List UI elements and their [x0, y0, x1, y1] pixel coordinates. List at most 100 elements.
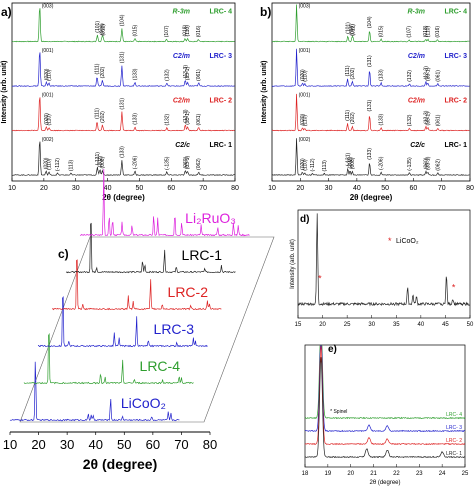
hkl-label: (020): [300, 158, 306, 170]
hkl-label: (110): [302, 115, 308, 127]
x-tick-label: 50: [136, 185, 144, 192]
hkl-label: (132): [407, 114, 413, 126]
hkl-label: (133): [119, 146, 125, 158]
hkl-label: (020): [300, 113, 306, 125]
hkl-label: (111): [95, 63, 101, 74]
hkl-label: (060): [183, 156, 189, 168]
hkl-label: (018): [423, 25, 429, 37]
waterfall-series-line: [23, 332, 194, 385]
x-tick-label: 20: [40, 185, 48, 192]
x-tick-label: 19: [325, 471, 332, 477]
space-group-label: R-3m: [407, 9, 425, 16]
waterfall-floor: [19, 236, 275, 423]
hkl-label: (202): [100, 111, 106, 123]
hkl-label: (110): [46, 114, 52, 126]
x-tick-label: 40: [418, 322, 425, 328]
series-line-lrc-4: [12, 8, 235, 43]
hkl-label: (111): [95, 108, 101, 119]
plot-frame: [297, 209, 471, 319]
waterfall-series-line: [9, 361, 180, 422]
plot-frame: [304, 344, 466, 468]
hkl-label: (001): [299, 48, 311, 54]
marker-star: *: [452, 283, 456, 293]
plot-frame: [11, 2, 236, 182]
hkl-label: (002): [42, 137, 54, 143]
x-tick-label: 50: [117, 437, 131, 452]
x-tick-label: 25: [462, 471, 469, 477]
hkl-label: (-112): [55, 158, 61, 171]
x-tick-label: 20: [296, 185, 304, 192]
hkl-label: (33-1): [185, 67, 191, 81]
hkl-label: (202): [350, 67, 356, 79]
hkl-label: (113): [68, 159, 74, 171]
hkl-label: (107): [407, 26, 413, 38]
annotation-spinel: * Spinel: [330, 409, 347, 415]
series-name-label: LRC- 3: [444, 53, 467, 60]
y-axis-label: Intensity (arb. unit): [290, 239, 296, 289]
x-tick-label: 30: [72, 185, 80, 192]
x-tick-label: 60: [410, 185, 418, 192]
hkl-label: (006): [100, 23, 106, 35]
series-name-label: LRC- 4: [209, 9, 232, 16]
hkl-label: (060): [423, 157, 429, 169]
series-line-lrc-1: [12, 141, 235, 176]
waterfall-series-line: [79, 168, 250, 237]
hkl-label: (13-3): [183, 109, 189, 123]
hkl-label: (-135): [407, 157, 413, 171]
waterfall-series-label: LRC-1: [182, 247, 223, 263]
panel-e-letter: e): [328, 344, 337, 355]
hkl-label: (110): [46, 158, 52, 170]
hkl-label: (061): [435, 70, 441, 82]
space-group-label: C2/c: [175, 142, 190, 149]
hkl-label: (016): [196, 25, 202, 37]
hkl-label: (-131): [95, 152, 101, 166]
hkl-label: (003): [299, 4, 311, 10]
series-name-label: LRC- 2: [209, 98, 232, 105]
x-tick-label: 45: [442, 322, 449, 328]
x-tick-label: 15: [295, 322, 302, 328]
hkl-label: (202): [97, 155, 103, 167]
hkl-label: (015): [379, 25, 385, 37]
hkl-label: (016): [435, 26, 441, 38]
hkl-label: (33-1): [425, 112, 431, 126]
space-group-label: R-3m: [172, 9, 190, 16]
panel-a-chart: 10 20 30 40 50 60 70 80 2θ (degree) Intensity (ar…: [1, 2, 239, 202]
diffraction-line: [297, 213, 470, 307]
hkl-label: (012): [101, 24, 107, 36]
space-group-label: C2/c: [410, 142, 425, 149]
series-name-label: LRC- 4: [444, 9, 467, 16]
panel-c-letter: c): [58, 247, 69, 261]
hkl-label: (131): [119, 98, 125, 110]
hkl-label: (062): [435, 159, 441, 171]
hkl-label: (33-1): [425, 67, 431, 81]
hkl-label: (107): [164, 25, 170, 37]
space-group-label: C2/m: [408, 53, 425, 60]
x-tick-label: 80: [203, 437, 217, 452]
hkl-label: (132): [407, 70, 413, 82]
x-tick-label: 20: [31, 437, 45, 452]
panel-c-chart: 10 20 30 40 50 60 70 80 2θ (degree) LiCoO₂ LRC-4 LR…: [3, 168, 275, 472]
hkl-label: (003): [42, 4, 54, 10]
hkl-label: (-206): [379, 156, 385, 170]
hkl-label: (133): [132, 68, 138, 80]
hkl-label: (104): [119, 14, 125, 26]
hkl-label: (006): [350, 24, 356, 36]
series-line-lrc-3: [271, 48, 470, 87]
space-group-label: C2/m: [408, 98, 425, 105]
panel-d-letter: d): [300, 214, 309, 225]
hkl-label: (131): [119, 51, 125, 63]
x-tick-label: 10: [3, 437, 17, 452]
x-tick-label: 40: [353, 185, 361, 192]
hkl-label: (33-1): [185, 111, 191, 125]
hkl-label: (020): [300, 69, 306, 81]
waterfall-series-line: [51, 259, 222, 311]
hkl-label: (061): [435, 114, 441, 126]
x-axis-label: 2θ (degree): [369, 480, 400, 486]
space-group-label: C2/m: [173, 53, 190, 60]
x-axis-label: 2θ (degree): [102, 193, 145, 202]
x-tick-label: 35: [393, 322, 400, 328]
hkl-label: (101): [95, 21, 101, 33]
hkl-label: (133): [379, 69, 385, 81]
series-line: [304, 345, 465, 433]
series-name-label: LRC- 3: [209, 53, 232, 60]
